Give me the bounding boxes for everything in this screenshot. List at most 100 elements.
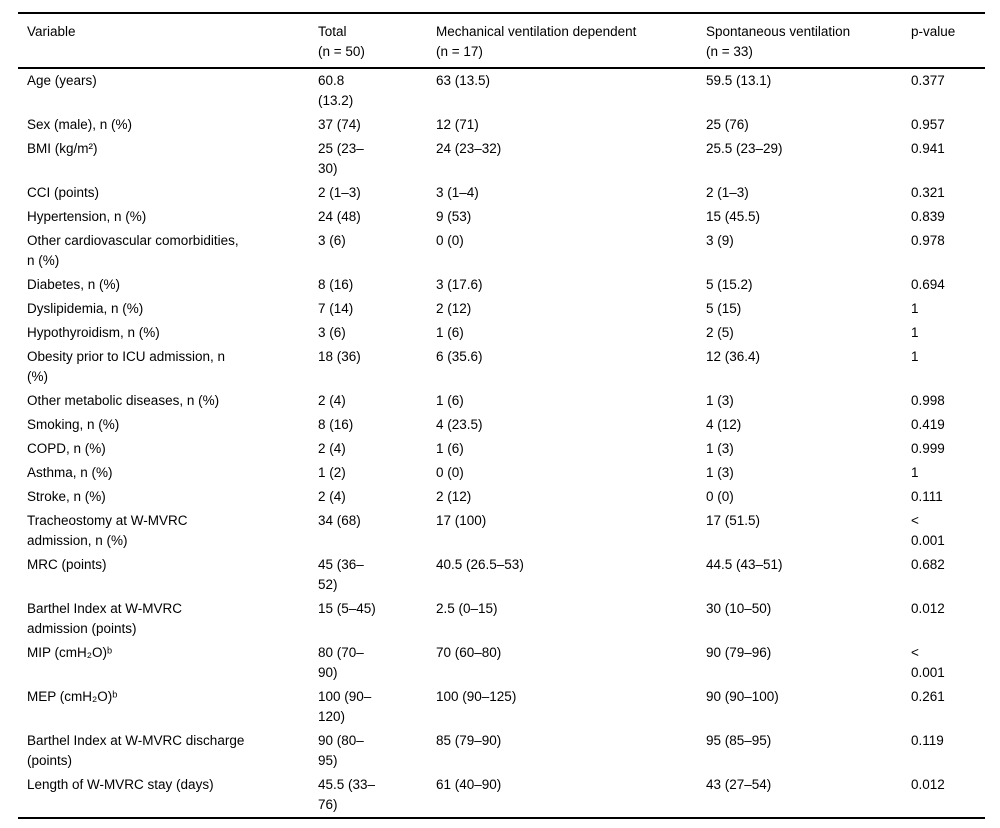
table-row: Tracheostomy at W-MVRC admission, n (%) 3… <box>18 509 985 553</box>
cell-mechanical: 1 (6) <box>436 441 464 456</box>
cell-p-value: 0.839 <box>911 209 945 224</box>
col-header-total: Total (n = 50) <box>318 13 436 69</box>
table-row: Asthma, n (%) 1 (2) 0 (0) 1 (3) 1 <box>18 461 985 485</box>
table-header: Variable Total (n = 50) Mechanical venti… <box>18 13 985 69</box>
cell-total: 3 (6) <box>318 233 346 248</box>
table-row: Hypertension, n (%) 24 (48) 9 (53) 15 (45.5… <box>18 205 985 229</box>
cell-variable: MIP (cmH₂O)ᵇ <box>27 645 113 660</box>
table-row: Other cardiovascular comorbidities, n (%… <box>18 229 985 273</box>
cell-total: 45.5 (33– 76) <box>318 777 376 812</box>
cell-mechanical: 12 (71) <box>436 117 479 132</box>
cell-total: 2 (4) <box>318 441 346 456</box>
header-row: Variable Total (n = 50) Mechanical venti… <box>18 13 985 69</box>
cell-total: 80 (70– 90) <box>318 645 364 680</box>
cell-spontaneous: 1 (3) <box>706 393 734 408</box>
cell-mechanical: 17 (100) <box>436 513 487 528</box>
cell-spontaneous: 44.5 (43–51) <box>706 557 783 572</box>
table-row: Length of W-MVRC stay (days) 45.5 (33– 76… <box>18 773 985 818</box>
cell-variable: MEP (cmH₂O)ᵇ <box>27 689 118 704</box>
cell-spontaneous: 30 (10–50) <box>706 601 772 616</box>
cell-mechanical: 70 (60–80) <box>436 645 502 660</box>
cell-p-value: 0.941 <box>911 141 945 156</box>
table-row: Other metabolic diseases, n (%) 2 (4) 1 (6… <box>18 389 985 413</box>
cell-p-value: 1 <box>911 301 919 316</box>
cell-total: 8 (16) <box>318 417 354 432</box>
cell-p-value: 0.957 <box>911 117 945 132</box>
cell-total: 37 (74) <box>318 117 361 132</box>
cell-mechanical: 4 (23.5) <box>436 417 483 432</box>
cell-spontaneous: 90 (90–100) <box>706 689 779 704</box>
cell-p-value: 0.012 <box>911 777 945 792</box>
cell-total: 1 (2) <box>318 465 346 480</box>
cell-p-value: 0.694 <box>911 277 945 292</box>
cell-spontaneous: 25.5 (23–29) <box>706 141 783 156</box>
cell-p-value: 0.119 <box>911 733 944 748</box>
cell-variable: Length of W-MVRC stay (days) <box>27 777 214 792</box>
cell-total: 2 (1–3) <box>318 185 361 200</box>
table-row: Smoking, n (%) 8 (16) 4 (23.5) 4 (12) 0.419 <box>18 413 985 437</box>
cell-p-value: 0.998 <box>911 393 945 408</box>
table-row: COPD, n (%) 2 (4) 1 (6) 1 (3) 0.999 <box>18 437 985 461</box>
cell-variable: Age (years) <box>27 73 97 88</box>
table-container: Variable Total (n = 50) Mechanical venti… <box>18 12 985 819</box>
cell-spontaneous: 12 (36.4) <box>706 349 761 364</box>
cell-spontaneous: 17 (51.5) <box>706 513 761 528</box>
cell-variable: BMI (kg/m²) <box>27 141 98 156</box>
cell-mechanical: 0 (0) <box>436 233 464 248</box>
cell-mechanical: 2 (12) <box>436 301 472 316</box>
table-row: BMI (kg/m²) 25 (23– 30) 24 (23–32) 25.5 (23… <box>18 137 985 181</box>
cell-variable: Tracheostomy at W-MVRC admission, n (%) <box>27 513 188 548</box>
cell-p-value: 0.377 <box>911 73 945 88</box>
cell-total: 3 (6) <box>318 325 346 340</box>
table-row: Dyslipidemia, n (%) 7 (14) 2 (12) 5 (15) 1 <box>18 297 985 321</box>
cell-p-value: 1 <box>911 325 919 340</box>
cell-total: 24 (48) <box>318 209 361 224</box>
cell-spontaneous: 59.5 (13.1) <box>706 73 772 88</box>
cell-spontaneous: 0 (0) <box>706 489 734 504</box>
cell-spontaneous: 3 (9) <box>706 233 734 248</box>
cell-spontaneous: 5 (15) <box>706 301 742 316</box>
cell-p-value: 0.321 <box>911 185 945 200</box>
cell-p-value: 1 <box>911 465 919 480</box>
table-row: MRC (points) 45 (36– 52) 40.5 (26.5–53) 44.… <box>18 553 985 597</box>
table-row: Sex (male), n (%) 37 (74) 12 (71) 25 (76) 0.… <box>18 113 985 137</box>
cell-variable: Asthma, n (%) <box>27 465 113 480</box>
cell-total: 100 (90– 120) <box>318 689 372 724</box>
cell-variable: Other metabolic diseases, n (%) <box>27 393 220 408</box>
cell-total: 34 (68) <box>318 513 361 528</box>
cell-mechanical: 40.5 (26.5–53) <box>436 557 524 572</box>
cell-spontaneous: 5 (15.2) <box>706 277 753 292</box>
cell-mechanical: 24 (23–32) <box>436 141 502 156</box>
cell-total: 15 (5–45) <box>318 601 376 616</box>
cell-spontaneous: 15 (45.5) <box>706 209 761 224</box>
table-row: CCI (points) 2 (1–3) 3 (1–4) 2 (1–3) 0.321 <box>18 181 985 205</box>
cell-variable: CCI (points) <box>27 185 100 200</box>
cell-spontaneous: 1 (3) <box>706 465 734 480</box>
table-row: MIP (cmH₂O)ᵇ 80 (70– 90) 70 (60–80) 90 (79–… <box>18 641 985 685</box>
cell-variable: COPD, n (%) <box>27 441 106 456</box>
cell-variable: Obesity prior to ICU admission, n (%) <box>27 349 226 384</box>
cell-variable: Stroke, n (%) <box>27 489 106 504</box>
table-row: Barthel Index at W-MVRC discharge (point… <box>18 729 985 773</box>
table-row: Obesity prior to ICU admission, n (%) 18 … <box>18 345 985 389</box>
cell-variable: Barthel Index at W-MVRC discharge (point… <box>27 733 245 768</box>
cell-p-value: 0.012 <box>911 601 945 616</box>
cell-variable: Barthel Index at W-MVRC admission (point… <box>27 601 183 636</box>
cell-variable: Dyslipidemia, n (%) <box>27 301 144 316</box>
cell-variable: Smoking, n (%) <box>27 417 120 432</box>
cell-total: 7 (14) <box>318 301 354 316</box>
cell-spontaneous: 43 (27–54) <box>706 777 772 792</box>
table-body: Age (years) 60.8 (13.2) 63 (13.5) 59.5 (13.… <box>18 68 985 818</box>
cell-spontaneous: 25 (76) <box>706 117 749 132</box>
cell-total: 2 (4) <box>318 393 346 408</box>
cell-total: 90 (80– 95) <box>318 733 364 768</box>
cell-mechanical: 3 (1–4) <box>436 185 479 200</box>
cell-mechanical: 100 (90–125) <box>436 689 517 704</box>
cell-mechanical: 61 (40–90) <box>436 777 502 792</box>
cell-spontaneous: 90 (79–96) <box>706 645 772 660</box>
cell-spontaneous: 1 (3) <box>706 441 734 456</box>
cell-mechanical: 63 (13.5) <box>436 73 491 88</box>
cell-total: 8 (16) <box>318 277 354 292</box>
cell-p-value: 0.682 <box>911 557 945 572</box>
table-row: Stroke, n (%) 2 (4) 2 (12) 0 (0) 0.111 <box>18 485 985 509</box>
